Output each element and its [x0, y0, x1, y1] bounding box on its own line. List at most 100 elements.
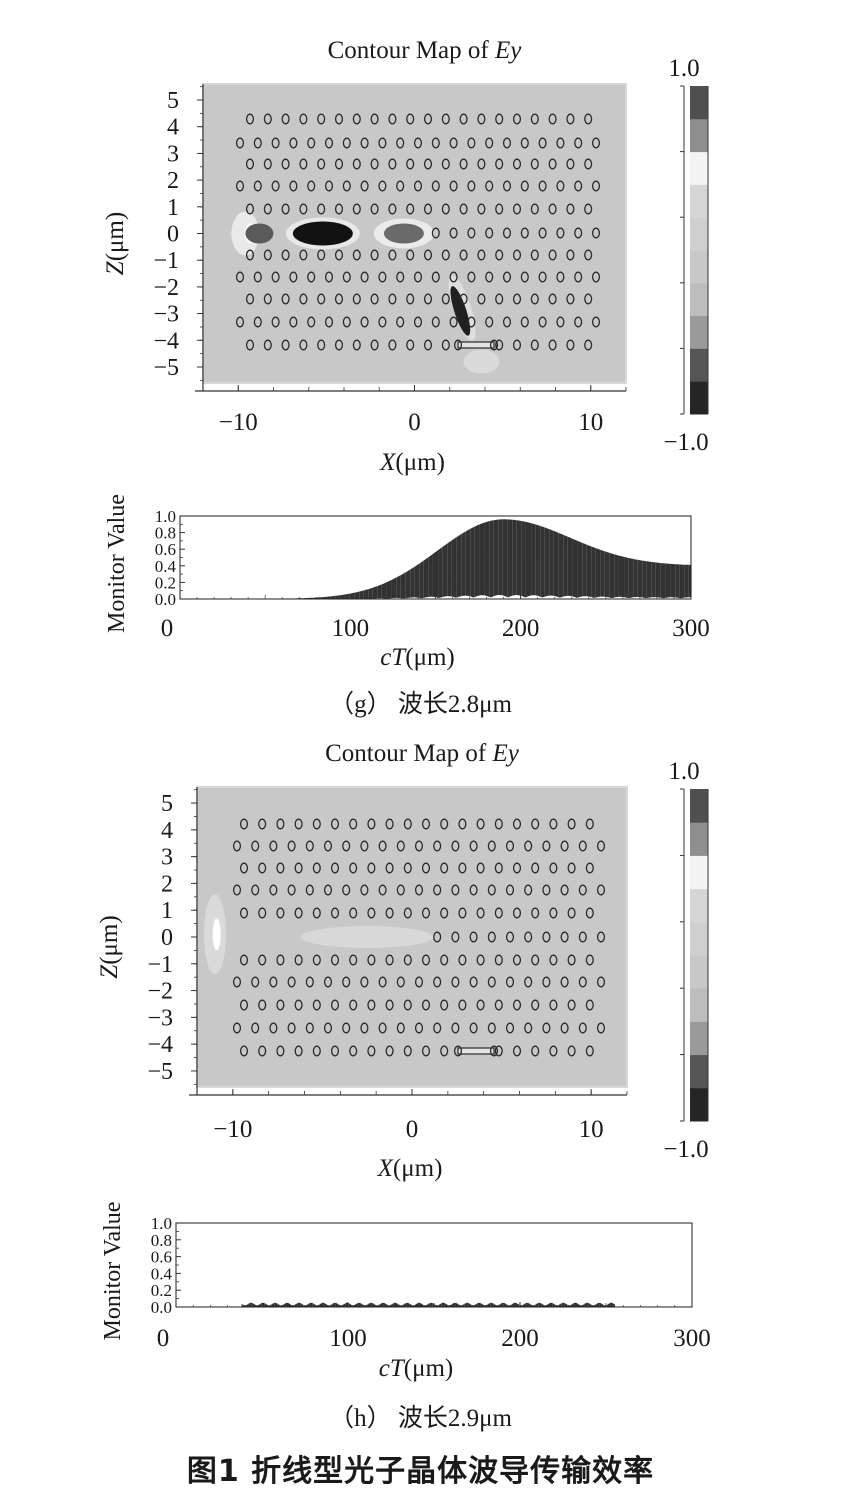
rod: [245, 113, 255, 125]
rod: [258, 862, 267, 874]
rod: [330, 1045, 340, 1057]
rod: [403, 907, 412, 919]
rod: [502, 316, 512, 328]
rod: [477, 203, 486, 215]
rod: [349, 907, 358, 919]
rod: [421, 1045, 431, 1057]
field-bend-core: [450, 286, 471, 336]
rod: [469, 976, 478, 988]
rod: [317, 339, 326, 351]
rod: [342, 271, 351, 283]
rod: [423, 158, 433, 170]
rod: [453, 339, 463, 351]
rod: [441, 339, 450, 351]
x-tick-label: −10: [219, 409, 258, 436]
y-tick-label: 0.8: [155, 524, 176, 543]
rod: [342, 884, 351, 896]
rod: [307, 180, 316, 192]
rod: [531, 954, 540, 966]
rod: [512, 954, 522, 966]
rod: [524, 1022, 533, 1034]
rod: [271, 271, 280, 283]
rod: [378, 137, 387, 149]
rod: [542, 931, 551, 943]
figure-caption: 图1 折线型光子晶体波导传输效率: [186, 1454, 655, 1489]
rod: [263, 158, 272, 170]
x-tick-label: 10: [579, 1116, 604, 1143]
rod: [235, 271, 245, 283]
rod: [574, 137, 583, 149]
rod: [505, 976, 515, 988]
colorbar-max-label: 1.0: [668, 55, 699, 82]
rod: [512, 999, 522, 1011]
rod: [459, 113, 468, 125]
rod: [560, 931, 569, 943]
rod: [440, 818, 449, 830]
rod: [494, 1045, 503, 1057]
rod: [281, 203, 290, 215]
rod: [312, 999, 321, 1011]
y-tick-label: 0.2: [151, 1281, 172, 1300]
rod: [585, 862, 594, 874]
rod: [245, 339, 255, 351]
rod: [567, 999, 576, 1011]
rod: [370, 249, 379, 261]
rod: [307, 137, 316, 149]
rod: [330, 954, 340, 966]
rod: [263, 113, 272, 125]
rod: [360, 316, 369, 328]
rod: [549, 862, 558, 874]
rod: [330, 818, 340, 830]
rod: [530, 339, 539, 351]
rod: [531, 999, 540, 1011]
rod: [485, 180, 494, 192]
rod: [502, 271, 512, 283]
rod: [385, 954, 394, 966]
rod: [367, 999, 376, 1011]
rod: [334, 293, 344, 305]
y-tick-label: 0.6: [151, 1248, 172, 1267]
rod: [385, 1045, 394, 1057]
rod: [324, 271, 334, 283]
rod: [476, 907, 485, 919]
rod: [258, 1045, 267, 1057]
rod: [512, 293, 522, 305]
rod: [433, 840, 442, 852]
rod: [512, 158, 522, 170]
rod: [258, 907, 267, 919]
rod: [317, 113, 326, 125]
y-tick-label: 5: [167, 88, 179, 114]
rod: [578, 931, 587, 943]
rod: [239, 1045, 249, 1057]
rod: [281, 113, 290, 125]
rod: [467, 227, 476, 239]
rod: [440, 1045, 449, 1057]
colorbar-level: [690, 955, 708, 989]
rod: [494, 862, 503, 874]
rod: [567, 818, 576, 830]
rod: [584, 158, 593, 170]
rod: [441, 158, 450, 170]
photonic-crystal-rods: [232, 818, 606, 1057]
rod: [294, 862, 303, 874]
rod: [502, 227, 512, 239]
rod: [542, 1022, 551, 1034]
colorbar-level: [690, 250, 708, 284]
rod: [502, 180, 512, 192]
rod: [289, 180, 298, 192]
rod: [596, 884, 606, 896]
rod: [378, 180, 387, 192]
colorbar-min-label: −1.0: [663, 1136, 708, 1163]
rod: [591, 137, 601, 149]
rod: [421, 954, 431, 966]
rod: [485, 227, 494, 239]
rod: [251, 976, 260, 988]
rod: [453, 1045, 463, 1057]
rod: [378, 271, 387, 283]
rod: [287, 1022, 296, 1034]
rod: [385, 999, 394, 1011]
rod: [342, 976, 351, 988]
rod: [352, 203, 361, 215]
rod: [253, 271, 262, 283]
